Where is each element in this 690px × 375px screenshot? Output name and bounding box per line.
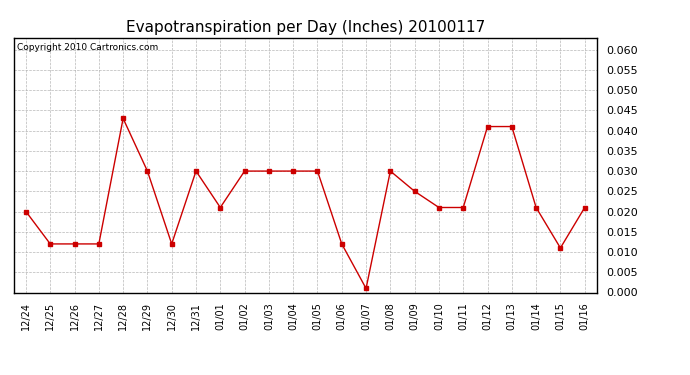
Text: Copyright 2010 Cartronics.com: Copyright 2010 Cartronics.com bbox=[17, 43, 158, 52]
Title: Evapotranspiration per Day (Inches) 20100117: Evapotranspiration per Day (Inches) 2010… bbox=[126, 20, 485, 35]
